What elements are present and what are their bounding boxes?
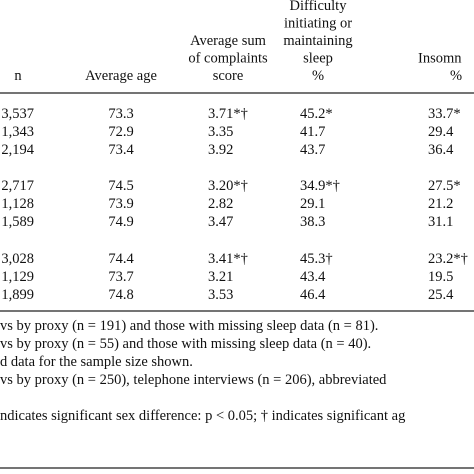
column-header: Difficulty: [290, 0, 348, 14]
table-cell: 29.1: [300, 196, 325, 212]
table-cell: 73.4: [108, 142, 134, 158]
column-header: maintaining: [283, 33, 352, 49]
table-cell: 45.2*: [300, 106, 333, 122]
table-cell: 21.2: [428, 196, 453, 212]
table-cell: 41.7: [300, 124, 325, 140]
table-cell: 43.7: [300, 142, 325, 158]
column-header: Average age: [85, 68, 157, 84]
table-cell: 36.4: [428, 142, 454, 158]
table-cell: 3.53: [208, 287, 233, 303]
table-cell: 73.7: [108, 269, 133, 285]
table-cell: 3.71*†: [208, 106, 248, 122]
table-cell: 74.5: [108, 178, 133, 194]
table-cell: 3.47: [208, 214, 233, 230]
footnote: vs by proxy (n = 250), telephone intervi…: [0, 372, 387, 388]
table-cell: 74.4: [108, 251, 134, 267]
table-cell: 2,717: [1, 178, 34, 194]
table-cell: 19.5: [428, 269, 453, 285]
table-cell: 33.7*: [428, 106, 461, 122]
table-cell: 46.4: [300, 287, 326, 303]
table-cell: 3,537: [1, 106, 34, 122]
table-cell: 74.8: [108, 287, 133, 303]
table-cell: 3.21: [208, 269, 233, 285]
table-cell: 27.5*: [428, 178, 461, 194]
table-cell: 3.20*†: [208, 178, 248, 194]
column-header: initiating or: [284, 16, 352, 32]
table-cell: 1,589: [1, 214, 34, 230]
column-header: of complaints: [188, 51, 268, 67]
column-header: n: [14, 68, 22, 84]
table-cell: 23.2*†: [428, 251, 468, 267]
column-header: sleep: [303, 51, 333, 67]
table-cell: 3,028: [1, 251, 34, 267]
table-cell: 1,129: [1, 269, 34, 285]
table-cell: 1,343: [1, 124, 34, 140]
table-cell: 34.9*†: [300, 178, 340, 194]
column-header: score: [213, 68, 244, 84]
table-cell: 2,194: [1, 142, 34, 158]
column-header: %: [450, 68, 462, 84]
table-cell: 43.4: [300, 269, 326, 285]
table-cell: 2.82: [208, 196, 233, 212]
table-cell: 72.9: [108, 124, 133, 140]
table-cell: 3.35: [208, 124, 233, 140]
table-cell: 1,128: [1, 196, 34, 212]
table-cell: 3.92: [208, 142, 233, 158]
footnote: vs by proxy (n = 191) and those with mis…: [0, 318, 378, 334]
table-cell: 38.3: [300, 214, 325, 230]
table-cell: 73.9: [108, 196, 133, 212]
table-cell: 1,899: [1, 287, 34, 303]
table-cell: 45.3†: [300, 251, 333, 267]
table-cell: 25.4: [428, 287, 454, 303]
table-cell: 29.4: [428, 124, 454, 140]
table-cell: 3.41*†: [208, 251, 248, 267]
footnote: vs by proxy (n = 55) and those with miss…: [0, 336, 371, 352]
column-header: Average sum: [190, 33, 267, 49]
table-cell: 31.1: [428, 214, 453, 230]
footnote: d data for the sample size shown.: [0, 354, 193, 370]
column-header: Insomn: [418, 51, 462, 67]
column-header: %: [312, 68, 324, 84]
table-cell: 74.9: [108, 214, 133, 230]
table-cell: 73.3: [108, 106, 133, 122]
footnote: ndicates significant sex difference: p <…: [0, 408, 405, 424]
